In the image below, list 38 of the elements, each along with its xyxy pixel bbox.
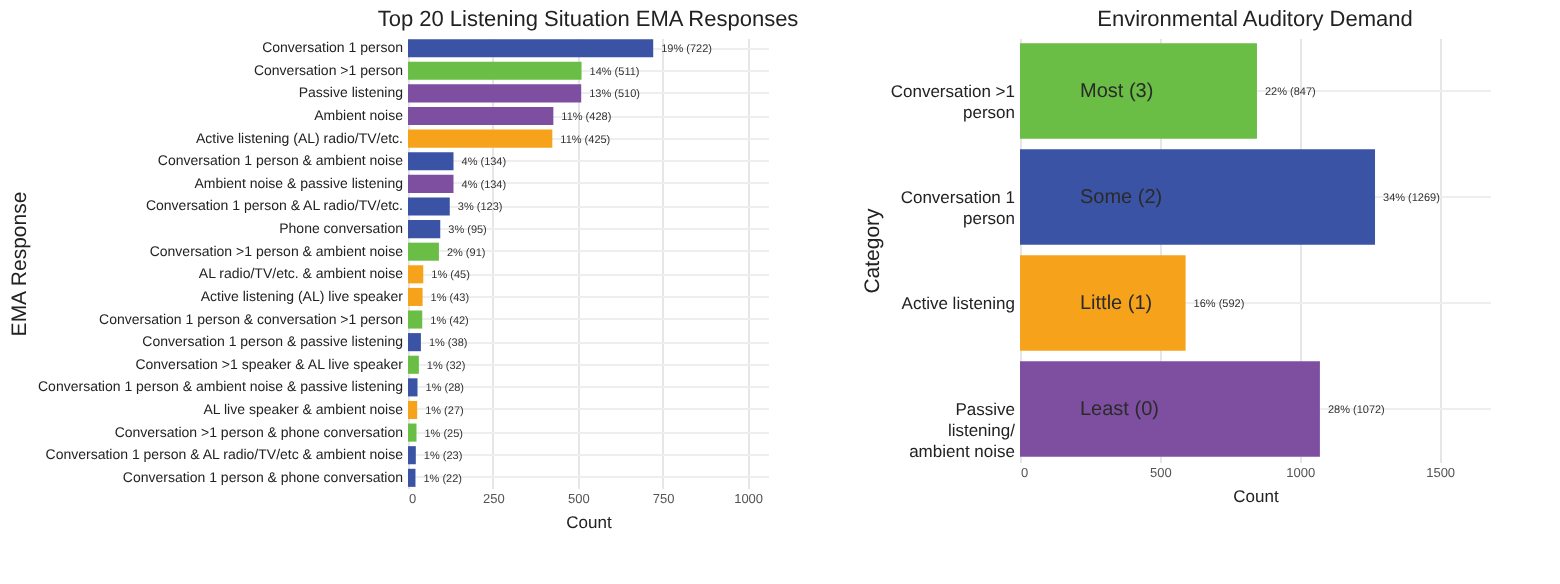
y-tick-label: Conversation >1 person bbox=[890, 81, 1016, 122]
y-axis-title: EMA Response bbox=[8, 191, 33, 337]
bar bbox=[1020, 255, 1186, 351]
chart-title: Environmental Auditory Demand bbox=[1097, 8, 1413, 32]
x-axis-title: Count bbox=[566, 512, 613, 532]
bar bbox=[408, 265, 424, 284]
bar bbox=[408, 378, 418, 397]
bar bbox=[1020, 43, 1257, 139]
bar bbox=[408, 61, 582, 80]
bar bbox=[408, 197, 450, 216]
y-tick-label: Conversation 1 person bbox=[900, 187, 1016, 228]
annotation: Little (1) bbox=[1080, 293, 1153, 315]
bar bbox=[1020, 361, 1320, 457]
bar bbox=[408, 152, 454, 171]
bar bbox=[408, 310, 423, 329]
y-tick-label: Passive listening/ ambient noise bbox=[909, 399, 1017, 461]
bar bbox=[1020, 149, 1376, 245]
chart-title: Top 20 Listening Situation EMA Responses bbox=[377, 8, 800, 32]
bar bbox=[408, 84, 582, 103]
annotation: Least (0) bbox=[1080, 399, 1159, 421]
bar bbox=[408, 468, 416, 487]
x-axis-title: Count bbox=[1233, 486, 1280, 506]
bar bbox=[408, 400, 418, 420]
bar bbox=[408, 355, 419, 374]
bar bbox=[408, 220, 441, 239]
annotation: Some (2) bbox=[1080, 187, 1163, 209]
y-axis-title: Category bbox=[860, 206, 885, 294]
bar bbox=[408, 242, 439, 261]
bar bbox=[408, 423, 417, 442]
bar bbox=[408, 129, 553, 148]
y-tick-label: Active listening bbox=[901, 293, 1016, 313]
bar bbox=[408, 106, 554, 126]
bar bbox=[408, 39, 654, 58]
annotation: Most (3) bbox=[1080, 81, 1154, 103]
bar bbox=[408, 174, 454, 193]
bar bbox=[408, 446, 416, 465]
bar bbox=[408, 333, 421, 352]
bar bbox=[408, 287, 423, 306]
